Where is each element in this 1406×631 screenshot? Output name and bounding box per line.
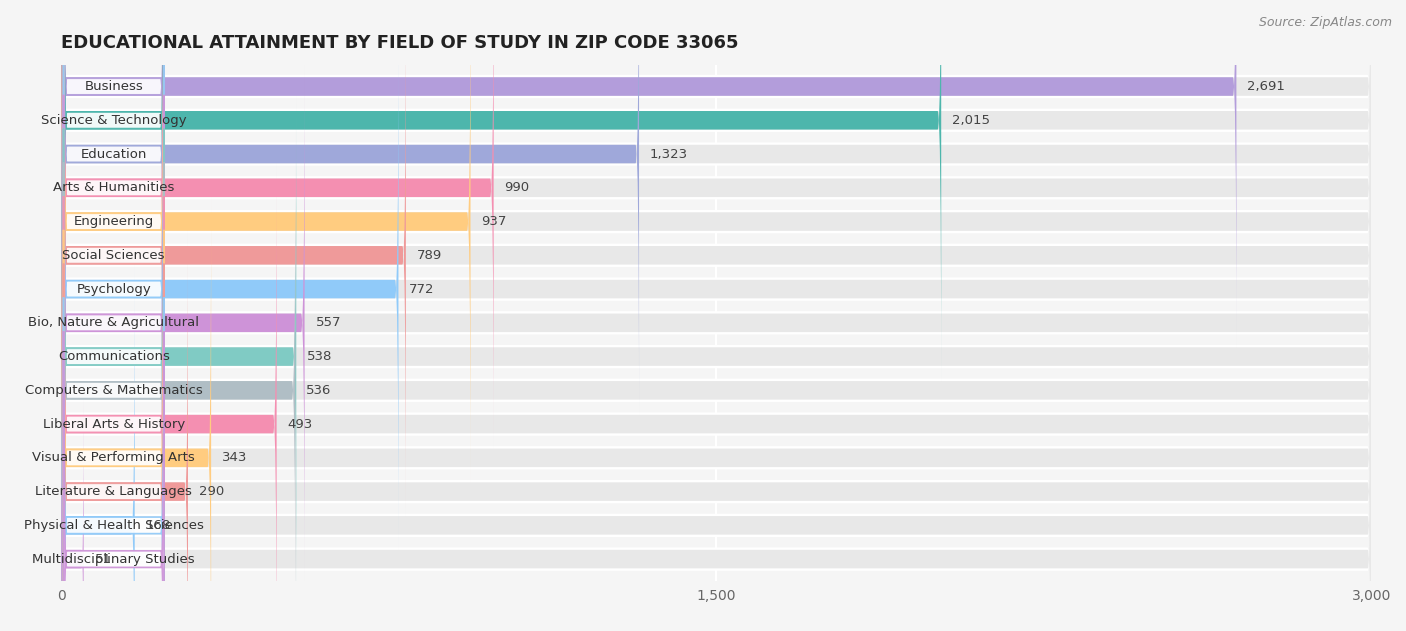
FancyBboxPatch shape — [62, 264, 1371, 631]
FancyBboxPatch shape — [63, 0, 165, 348]
FancyBboxPatch shape — [63, 129, 165, 584]
Text: 538: 538 — [307, 350, 333, 363]
Text: 2,015: 2,015 — [952, 114, 990, 127]
FancyBboxPatch shape — [62, 129, 295, 631]
FancyBboxPatch shape — [62, 28, 398, 550]
FancyBboxPatch shape — [63, 230, 165, 631]
FancyBboxPatch shape — [63, 61, 165, 517]
FancyBboxPatch shape — [63, 264, 165, 631]
FancyBboxPatch shape — [62, 64, 1371, 581]
FancyBboxPatch shape — [62, 0, 1236, 347]
Text: 290: 290 — [198, 485, 224, 498]
FancyBboxPatch shape — [62, 0, 1371, 415]
Text: 168: 168 — [146, 519, 172, 532]
Text: Engineering: Engineering — [73, 215, 153, 228]
FancyBboxPatch shape — [62, 233, 1371, 631]
FancyBboxPatch shape — [63, 95, 165, 551]
Text: 536: 536 — [307, 384, 332, 397]
Text: 1,323: 1,323 — [650, 148, 688, 160]
FancyBboxPatch shape — [62, 129, 1371, 631]
FancyBboxPatch shape — [62, 31, 1371, 548]
Text: EDUCATIONAL ATTAINMENT BY FIELD OF STUDY IN ZIP CODE 33065: EDUCATIONAL ATTAINMENT BY FIELD OF STUDY… — [62, 34, 738, 52]
Text: Education: Education — [80, 148, 148, 160]
FancyBboxPatch shape — [63, 0, 165, 314]
FancyBboxPatch shape — [62, 0, 1371, 514]
FancyBboxPatch shape — [62, 301, 1371, 631]
FancyBboxPatch shape — [62, 197, 1371, 631]
FancyBboxPatch shape — [62, 0, 1371, 413]
FancyBboxPatch shape — [62, 0, 640, 415]
FancyBboxPatch shape — [62, 28, 1371, 550]
Text: 51: 51 — [94, 553, 111, 565]
Text: 990: 990 — [505, 181, 530, 194]
FancyBboxPatch shape — [62, 267, 1371, 631]
FancyBboxPatch shape — [63, 297, 165, 631]
FancyBboxPatch shape — [62, 132, 1371, 631]
Text: Communications: Communications — [58, 350, 170, 363]
FancyBboxPatch shape — [62, 0, 1371, 482]
FancyBboxPatch shape — [62, 264, 135, 631]
Text: Bio, Nature & Agricultural: Bio, Nature & Agricultural — [28, 316, 200, 329]
Text: 772: 772 — [409, 283, 434, 295]
FancyBboxPatch shape — [62, 0, 1371, 446]
Text: Multidisciplinary Studies: Multidisciplinary Studies — [32, 553, 195, 565]
Text: Liberal Arts & History: Liberal Arts & History — [42, 418, 184, 430]
FancyBboxPatch shape — [62, 231, 188, 631]
Text: Psychology: Psychology — [76, 283, 150, 295]
FancyBboxPatch shape — [62, 0, 1371, 381]
FancyBboxPatch shape — [63, 0, 165, 416]
FancyBboxPatch shape — [63, 196, 165, 631]
Text: 789: 789 — [416, 249, 441, 262]
FancyBboxPatch shape — [62, 62, 305, 584]
FancyBboxPatch shape — [62, 166, 1371, 631]
FancyBboxPatch shape — [62, 96, 297, 617]
Text: Computers & Mathematics: Computers & Mathematics — [25, 384, 202, 397]
FancyBboxPatch shape — [63, 162, 165, 618]
FancyBboxPatch shape — [62, 0, 406, 516]
FancyBboxPatch shape — [62, 163, 277, 631]
Text: 493: 493 — [288, 418, 312, 430]
Text: Arts & Humanities: Arts & Humanities — [53, 181, 174, 194]
FancyBboxPatch shape — [62, 0, 494, 449]
FancyBboxPatch shape — [62, 0, 941, 381]
FancyBboxPatch shape — [62, 0, 1371, 449]
Text: Business: Business — [84, 80, 143, 93]
Text: Physical & Health Sciences: Physical & Health Sciences — [24, 519, 204, 532]
Text: 343: 343 — [222, 451, 247, 464]
FancyBboxPatch shape — [62, 197, 211, 631]
FancyBboxPatch shape — [62, 163, 1371, 631]
FancyBboxPatch shape — [63, 331, 165, 631]
FancyBboxPatch shape — [62, 231, 1371, 631]
FancyBboxPatch shape — [62, 0, 471, 482]
FancyBboxPatch shape — [62, 62, 1371, 584]
FancyBboxPatch shape — [62, 199, 1371, 631]
FancyBboxPatch shape — [62, 0, 1371, 480]
Text: Visual & Performing Arts: Visual & Performing Arts — [32, 451, 195, 464]
Text: 2,691: 2,691 — [1247, 80, 1285, 93]
FancyBboxPatch shape — [63, 0, 165, 449]
FancyBboxPatch shape — [62, 298, 1371, 631]
Text: 937: 937 — [481, 215, 506, 228]
Text: Social Sciences: Social Sciences — [62, 249, 165, 262]
Text: Science & Technology: Science & Technology — [41, 114, 187, 127]
FancyBboxPatch shape — [62, 396, 83, 631]
FancyBboxPatch shape — [62, 0, 1371, 516]
FancyBboxPatch shape — [63, 27, 165, 483]
Text: Literature & Languages: Literature & Languages — [35, 485, 193, 498]
Text: Source: ZipAtlas.com: Source: ZipAtlas.com — [1258, 16, 1392, 29]
FancyBboxPatch shape — [62, 0, 1371, 379]
FancyBboxPatch shape — [63, 0, 165, 382]
FancyBboxPatch shape — [62, 98, 1371, 615]
FancyBboxPatch shape — [62, 96, 1371, 617]
FancyBboxPatch shape — [62, 0, 1371, 347]
Text: 557: 557 — [315, 316, 342, 329]
FancyBboxPatch shape — [62, 0, 1371, 345]
